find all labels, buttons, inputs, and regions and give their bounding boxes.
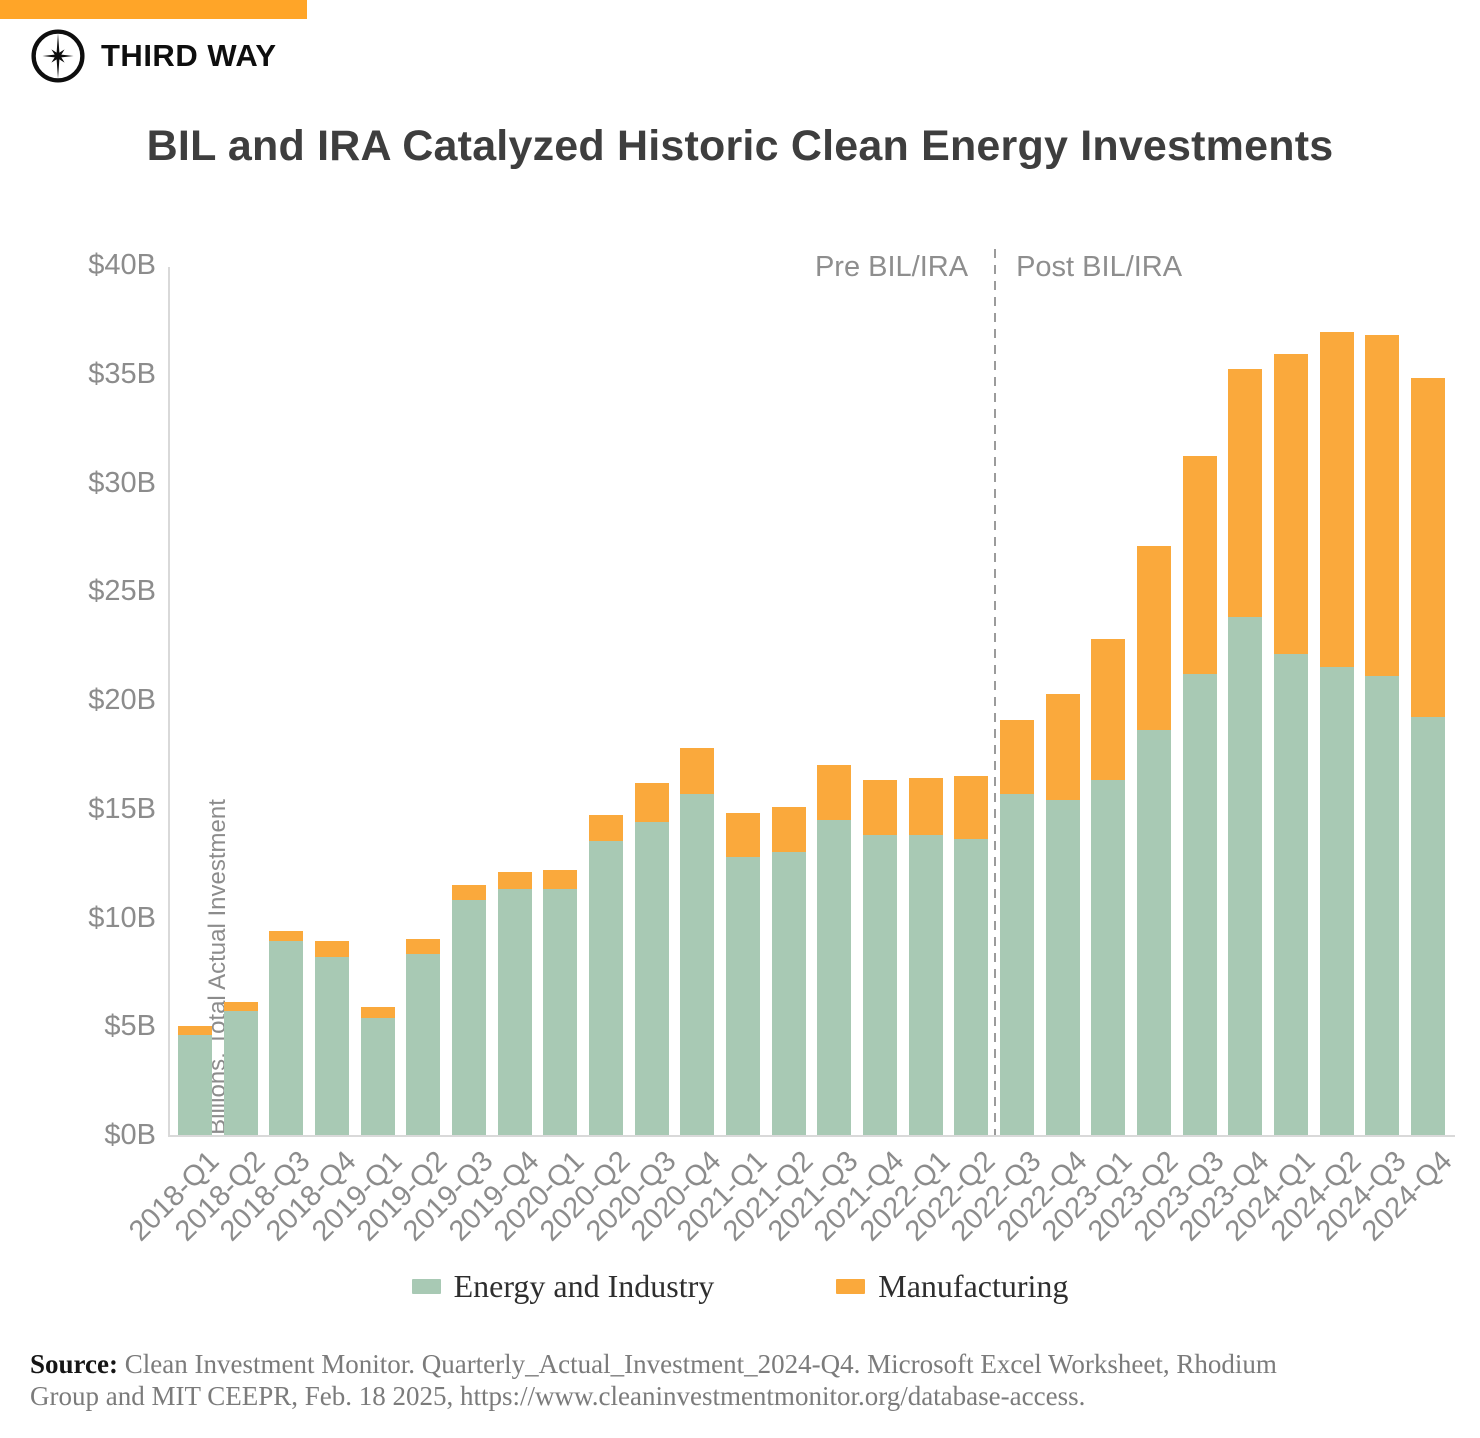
bar-energy-industry	[1091, 780, 1126, 1135]
bar-manufacturing	[451, 884, 486, 901]
bar-energy-industry	[817, 819, 852, 1135]
bar-manufacturing	[543, 869, 578, 890]
bar-manufacturing	[680, 747, 715, 794]
bar-energy-industry	[1410, 717, 1445, 1135]
bar-manufacturing	[223, 1002, 258, 1012]
source-prefix: Source:	[30, 1349, 118, 1379]
bar-manufacturing	[1136, 545, 1171, 731]
brand-name: THIRD WAY	[101, 38, 277, 73]
bar-manufacturing	[406, 939, 441, 955]
bar-manufacturing	[497, 871, 532, 890]
y-tick-label: $10B	[88, 901, 156, 934]
bar-energy-industry	[999, 793, 1034, 1135]
bar-manufacturing	[771, 806, 806, 853]
y-tick-label: $35B	[88, 357, 156, 390]
bar-energy-industry	[1273, 654, 1308, 1135]
bar-manufacturing	[954, 776, 989, 840]
bar-energy-industry	[269, 941, 304, 1135]
bar-manufacturing	[1228, 369, 1263, 618]
bar-energy-industry	[360, 1017, 395, 1135]
bar-manufacturing	[1319, 332, 1354, 668]
y-tick-label: $15B	[88, 792, 156, 825]
legend-swatch-manufacturing	[836, 1279, 866, 1294]
y-tick-label: $5B	[104, 1010, 156, 1043]
source-line-2: Group and MIT CEEPR, Feb. 18 2025, https…	[30, 1381, 1086, 1411]
bar-energy-industry	[1182, 673, 1217, 1135]
bar-manufacturing	[1365, 334, 1400, 677]
legend-item-manufacturing: Manufacturing	[836, 1268, 1068, 1305]
y-tick-label: $20B	[88, 684, 156, 716]
bar-manufacturing	[588, 815, 623, 842]
bar-energy-industry	[908, 834, 943, 1135]
bar-manufacturing	[908, 778, 943, 835]
bar-manufacturing	[269, 930, 304, 942]
bar-manufacturing	[725, 813, 760, 857]
bar-manufacturing	[1045, 693, 1080, 801]
y-tick-label: $0B	[104, 1119, 156, 1151]
bar-manufacturing	[862, 780, 897, 835]
bar-energy-industry	[406, 954, 441, 1135]
bar-manufacturing	[1273, 354, 1308, 655]
bar-manufacturing	[1091, 639, 1126, 781]
bar-manufacturing	[634, 782, 669, 822]
bar-energy-industry	[680, 793, 715, 1135]
bar-manufacturing	[817, 765, 852, 820]
bar-energy-industry	[1045, 800, 1080, 1135]
annotation-pre-bil-ira: Pre BIL/IRA	[814, 251, 969, 283]
bar-energy-industry	[862, 834, 897, 1135]
bar-energy-industry	[954, 839, 989, 1135]
legend-label-energy-industry: Energy and Industry	[453, 1268, 715, 1304]
bar-energy-industry	[451, 900, 486, 1135]
header-accent-strip	[0, 0, 307, 19]
bar-energy-industry	[1228, 617, 1263, 1135]
legend-item-energy-industry: Energy and Industry	[411, 1268, 715, 1305]
plot-area: Billions, Total Actual Investment $0B $5B…	[88, 249, 1459, 1248]
bar-energy-industry	[771, 852, 806, 1135]
bar-energy-industry	[497, 889, 532, 1135]
chart-title: BIL and IRA Catalyzed Historic Clean Ene…	[146, 122, 1334, 170]
legend-swatch-energy-industry	[411, 1279, 441, 1294]
bar-energy-industry	[543, 889, 578, 1135]
bar-energy-industry	[634, 821, 669, 1135]
annotation-post-bil-ira: Post BIL/IRA	[1016, 251, 1183, 283]
pre-post-divider-line	[994, 249, 997, 1135]
source-note: Source: Clean Investment Monitor. Quarte…	[30, 1348, 1277, 1412]
bar-energy-industry	[1319, 667, 1354, 1135]
bar-manufacturing	[999, 719, 1034, 794]
y-tick-label: $40B	[88, 249, 156, 281]
source-line-1: Source: Clean Investment Monitor. Quarte…	[30, 1349, 1277, 1379]
bar-manufacturing	[178, 1026, 212, 1035]
legend: Energy and Industry Manufacturing	[0, 1268, 1480, 1305]
bar-energy-industry	[725, 856, 760, 1135]
y-tick-label: $30B	[88, 466, 156, 499]
bar-energy-industry	[178, 1034, 212, 1135]
bar-energy-industry	[588, 841, 623, 1135]
bar-energy-industry	[1136, 730, 1171, 1135]
y-tick-label: $25B	[88, 575, 156, 608]
bar-manufacturing	[314, 941, 349, 957]
brand-logo: THIRD WAY	[30, 28, 277, 84]
bar-energy-industry	[223, 1011, 258, 1135]
bar-manufacturing	[1182, 456, 1217, 674]
bar-manufacturing	[360, 1006, 395, 1018]
bar-energy-industry	[314, 956, 349, 1135]
bar-manufacturing	[1410, 378, 1445, 718]
legend-label-manufacturing: Manufacturing	[878, 1268, 1069, 1304]
compass-star-icon	[31, 29, 85, 83]
bar-energy-industry	[1365, 676, 1400, 1135]
